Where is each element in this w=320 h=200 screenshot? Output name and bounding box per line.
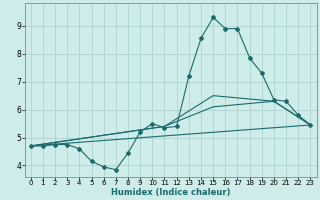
X-axis label: Humidex (Indice chaleur): Humidex (Indice chaleur) xyxy=(111,188,230,197)
